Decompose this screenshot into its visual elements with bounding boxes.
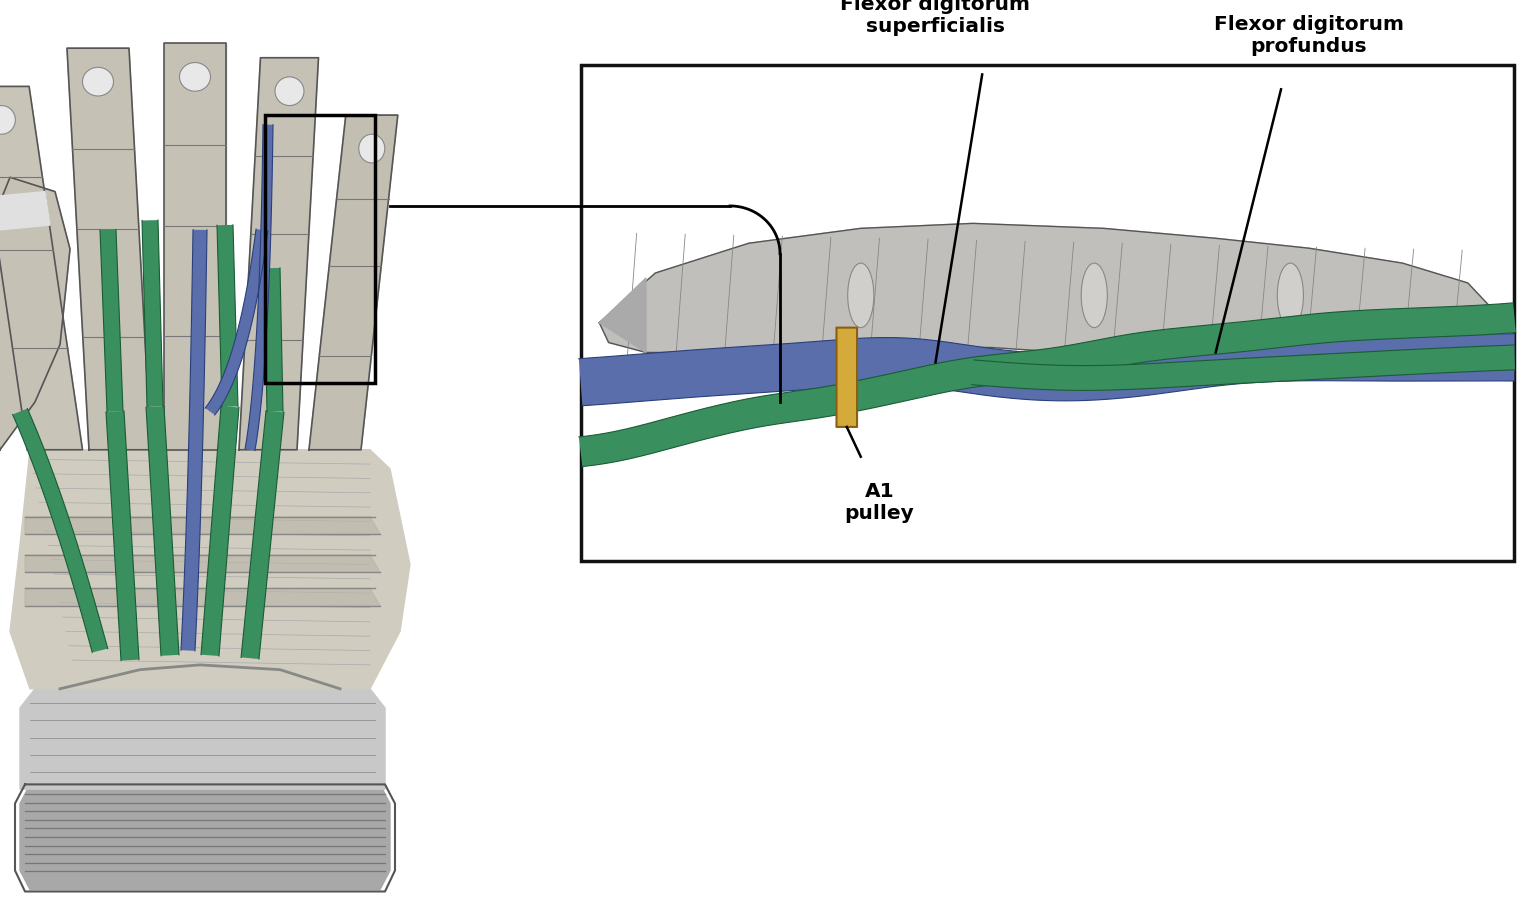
Polygon shape — [68, 49, 151, 450]
Polygon shape — [972, 345, 1514, 391]
Polygon shape — [0, 192, 51, 231]
Polygon shape — [20, 689, 386, 789]
Bar — [581, 66, 1514, 561]
Polygon shape — [599, 224, 1496, 368]
Ellipse shape — [180, 63, 210, 92]
Polygon shape — [12, 410, 108, 653]
Polygon shape — [246, 125, 273, 451]
Ellipse shape — [1081, 263, 1107, 328]
Polygon shape — [20, 785, 390, 889]
Polygon shape — [106, 411, 138, 661]
Polygon shape — [241, 411, 284, 659]
Polygon shape — [599, 279, 647, 353]
Polygon shape — [164, 44, 226, 450]
Polygon shape — [25, 517, 379, 534]
Bar — [266, 116, 375, 383]
Polygon shape — [181, 231, 207, 651]
Ellipse shape — [83, 69, 114, 97]
Text: Flexor digitorum
superficialis: Flexor digitorum superficialis — [840, 0, 1031, 36]
Text: Flexor digitorum
profundus: Flexor digitorum profundus — [1213, 15, 1404, 56]
Polygon shape — [217, 226, 238, 408]
Polygon shape — [0, 178, 71, 450]
Polygon shape — [25, 556, 379, 573]
FancyBboxPatch shape — [837, 328, 857, 428]
Polygon shape — [25, 589, 379, 606]
Ellipse shape — [359, 135, 386, 164]
Polygon shape — [146, 407, 180, 656]
Polygon shape — [264, 269, 283, 412]
Polygon shape — [141, 221, 163, 408]
Ellipse shape — [275, 78, 304, 106]
Polygon shape — [11, 450, 410, 689]
Polygon shape — [206, 230, 267, 416]
Ellipse shape — [0, 106, 15, 135]
Ellipse shape — [1278, 263, 1304, 328]
Polygon shape — [309, 116, 398, 450]
Polygon shape — [100, 230, 123, 412]
Text: A1
pulley: A1 pulley — [845, 482, 914, 522]
Polygon shape — [201, 407, 240, 657]
Polygon shape — [579, 334, 1514, 406]
Polygon shape — [240, 59, 318, 450]
Ellipse shape — [848, 263, 874, 328]
Polygon shape — [0, 87, 83, 450]
Polygon shape — [579, 304, 1516, 467]
